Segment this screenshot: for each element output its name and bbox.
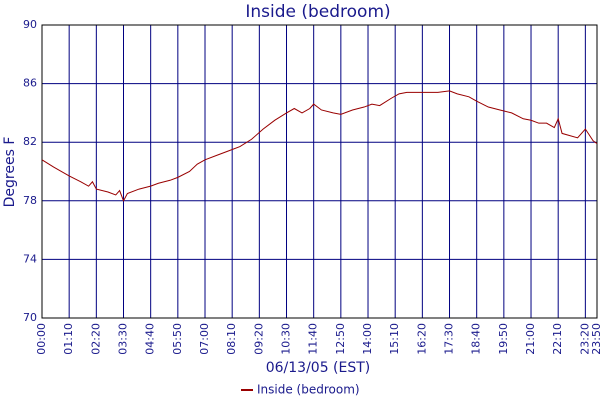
y-axis-label: Degrees F	[2, 137, 18, 208]
data-line	[41, 90, 598, 203]
plot-frame	[41, 24, 598, 319]
y-tick-label: 82	[23, 135, 37, 148]
y-tick-label: 86	[23, 77, 37, 90]
chart-title: Inside (bedroom)	[245, 2, 390, 22]
x-axis-label: 06/13/05 (EST)	[266, 360, 371, 376]
y-tick-label: 70	[23, 311, 37, 324]
x-tick-label: 23:50	[590, 323, 600, 355]
x-tick-label: 10:30	[280, 323, 293, 355]
x-tick-label: 15:10	[388, 323, 401, 355]
x-tick-label: 01:10	[62, 323, 75, 355]
x-tick-label: 21:00	[524, 323, 537, 355]
x-tick-label: 22:10	[551, 323, 564, 355]
x-tick-label: 19:50	[497, 323, 510, 355]
x-tick-label: 09:20	[252, 323, 265, 355]
x-tick-label: 08:10	[225, 323, 238, 355]
legend-label: Inside (bedroom)	[257, 383, 360, 397]
x-tick-label: 03:30	[117, 323, 130, 355]
x-tick-label: 14:00	[361, 323, 374, 355]
x-tick-label: 07:00	[198, 323, 211, 355]
x-tick-label: 18:40	[470, 323, 483, 355]
x-tick-label: 05:50	[171, 323, 184, 355]
x-tick-label: 17:30	[443, 323, 456, 355]
x-tick-label: 00:00	[35, 323, 48, 355]
y-tick-label: 74	[23, 252, 37, 265]
x-tick-label: 11:40	[307, 323, 320, 355]
x-tick-label: 02:20	[89, 323, 102, 355]
x-tick-label: 16:20	[415, 323, 428, 355]
x-tick-label: 04:40	[144, 323, 157, 355]
plot-area	[41, 24, 598, 319]
y-tick-label: 90	[23, 18, 37, 31]
y-tick-label: 78	[23, 194, 37, 207]
x-tick-label: 12:50	[334, 323, 347, 355]
x-tick-label: 23:20	[578, 323, 591, 355]
